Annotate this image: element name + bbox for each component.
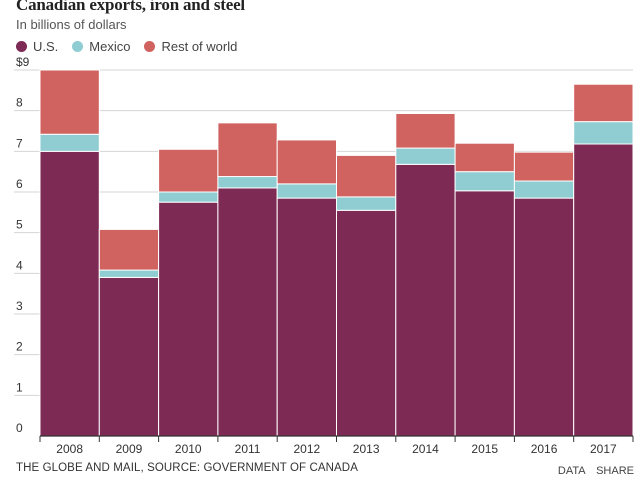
x-tick-label: 2008	[56, 442, 83, 456]
x-tick-label: 2011	[235, 442, 261, 456]
x-tick-label: 2010	[175, 442, 202, 456]
share-link[interactable]: SHARE	[596, 465, 634, 477]
legend-item-rest-of-world: Rest of world	[144, 39, 237, 54]
y-tick-label: 2	[16, 340, 23, 354]
data-link[interactable]: DATA	[557, 465, 586, 477]
footer-actions: DATA SHARE	[550, 465, 634, 477]
x-tick-label: 2012	[293, 442, 320, 456]
bar-2011-mexico[interactable]	[217, 176, 278, 189]
x-tick-label: 2016	[531, 442, 558, 456]
bar-2012-rest-of-world[interactable]	[276, 139, 338, 185]
x-tick-label: 2009	[116, 442, 143, 456]
bar-2008-u-s[interactable]	[39, 150, 100, 437]
y-tick-label: 6	[16, 177, 23, 191]
bar-2013-mexico[interactable]	[336, 196, 397, 211]
source-credit: THE GLOBE AND MAIL, SOURCE: GOVERNMENT O…	[16, 462, 358, 474]
y-tick-label: 4	[16, 258, 23, 272]
x-tick-label: 2013	[353, 442, 380, 456]
bar-2012-u-s[interactable]	[276, 197, 338, 437]
bar-2011-rest-of-world[interactable]	[217, 122, 278, 178]
bar-2017-u-s[interactable]	[573, 143, 634, 437]
y-tick-label: 7	[16, 136, 23, 150]
legend-swatch-rest-of-world	[144, 41, 156, 52]
legend-label-mexico: Mexico	[89, 39, 131, 54]
bar-2014-u-s[interactable]	[395, 163, 456, 437]
bar-2008-mexico[interactable]	[39, 133, 100, 152]
legend-swatch-us	[16, 41, 27, 52]
bar-2008-rest-of-world[interactable]	[39, 69, 100, 135]
bar-2012-mexico[interactable]	[276, 183, 338, 199]
legend-item-mexico: Mexico	[72, 39, 130, 54]
bar-2011-u-s[interactable]	[217, 187, 278, 437]
legend-swatch-mexico	[72, 41, 84, 52]
x-tick-label: 2017	[590, 442, 617, 456]
y-tick-label: 3	[16, 299, 23, 313]
bar-2014-rest-of-world[interactable]	[395, 113, 456, 149]
x-tick-label: 2014	[412, 442, 439, 456]
axis-layer: 0 1 2 3 4 5 6 7 8 $9 2008 2009 2010 2011 2012 2013 2014 2…	[16, 55, 634, 456]
bar-2009-mexico[interactable]	[98, 269, 160, 278]
bar-2010-u-s[interactable]	[158, 201, 219, 437]
bar-2010-rest-of-world[interactable]	[158, 148, 219, 193]
y-tick-label: 1	[16, 380, 23, 394]
bar-2017-rest-of-world[interactable]	[573, 83, 634, 123]
y-tick-label: 5	[16, 218, 23, 232]
bar-2010-mexico[interactable]	[158, 191, 219, 203]
chart-subtitle: In billions of dollars	[16, 17, 127, 32]
bar-2015-mexico[interactable]	[454, 171, 515, 192]
y-tick-label: 0	[16, 421, 23, 435]
bar-2015-u-s[interactable]	[454, 190, 515, 437]
bar-2013-u-s[interactable]	[336, 209, 397, 437]
bar-2009-u-s[interactable]	[98, 276, 160, 437]
bar-2016-u-s[interactable]	[513, 197, 575, 437]
legend-item-us: U.S.	[16, 39, 58, 54]
bar-2015-rest-of-world[interactable]	[454, 142, 515, 173]
bar-2014-mexico[interactable]	[395, 147, 456, 165]
legend-label-us: U.S.	[33, 39, 59, 54]
bar-2016-mexico[interactable]	[513, 180, 575, 199]
x-tick-label: 2015	[471, 442, 498, 456]
y-tick-label: 8	[16, 96, 23, 110]
chart-title: Canadian exports, iron and steel	[16, 0, 245, 14]
bar-2016-rest-of-world[interactable]	[513, 151, 575, 182]
bar-2009-rest-of-world[interactable]	[98, 228, 160, 271]
bar-layer	[39, 69, 634, 437]
legend-label-rest-of-world: Rest of world	[161, 39, 238, 54]
legend: U.S. Mexico Rest of world	[16, 39, 251, 54]
y-tick-label: $9	[16, 55, 30, 69]
bar-2013-rest-of-world[interactable]	[336, 154, 397, 198]
bar-2017-mexico[interactable]	[573, 121, 634, 145]
